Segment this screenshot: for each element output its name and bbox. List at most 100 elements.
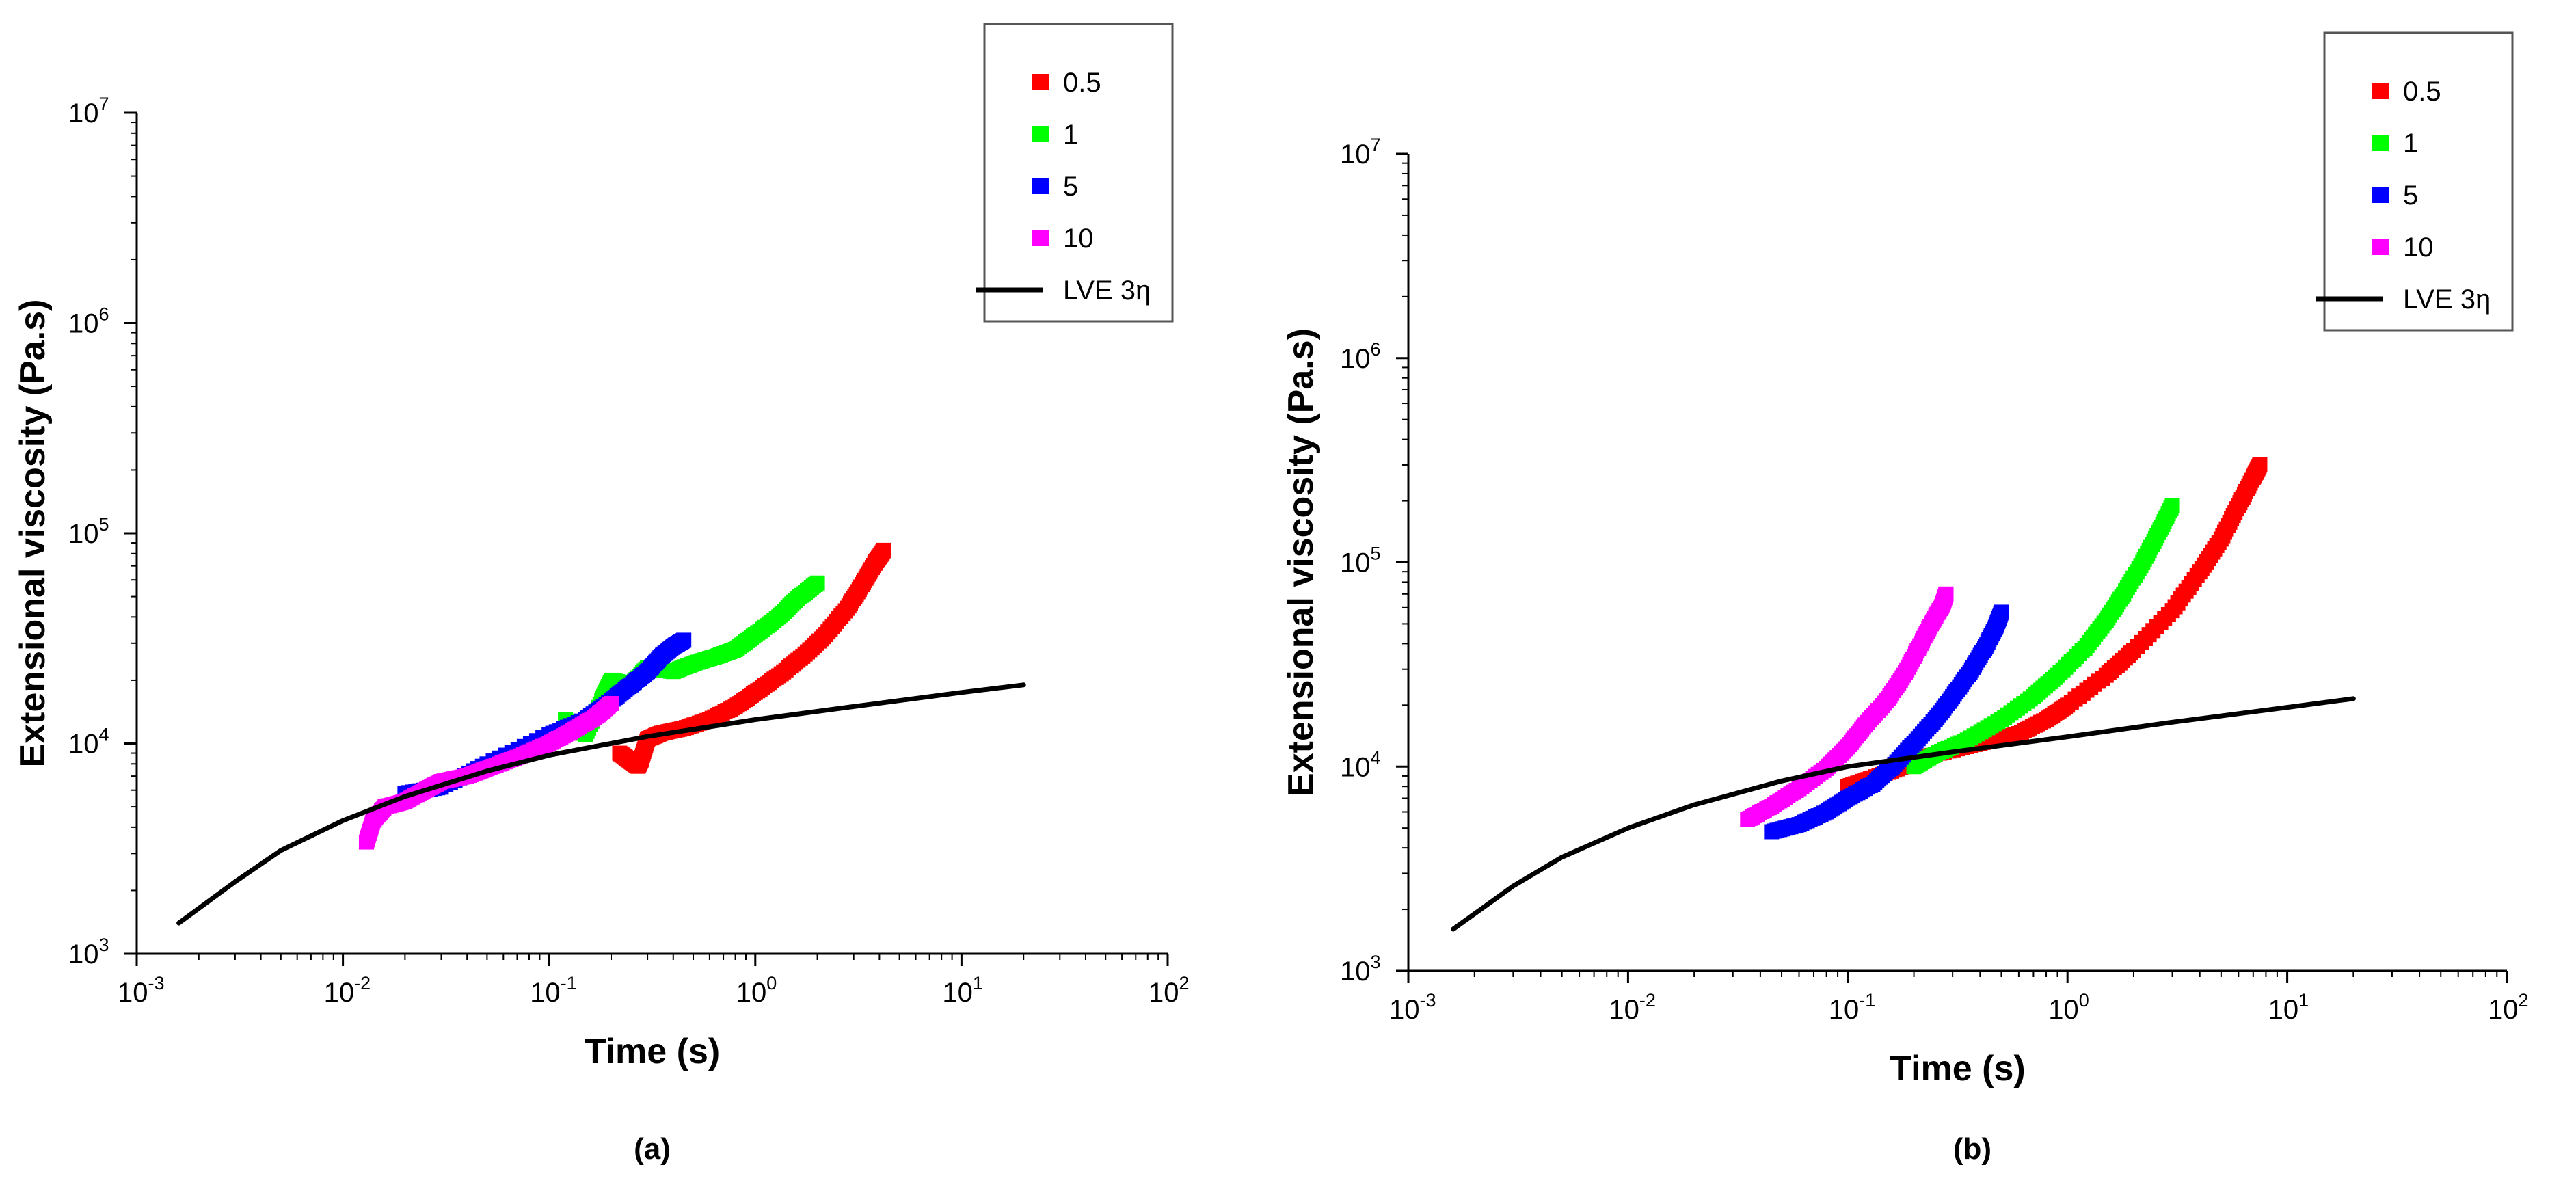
y-tick-label: 106 — [1340, 339, 1381, 374]
x-tick-base: 10 — [530, 978, 561, 1008]
y-tick-base: 10 — [68, 98, 99, 129]
y-tick-base: 10 — [68, 939, 99, 969]
legend-label: LVE 3η — [2403, 284, 2491, 315]
y-tick-base: 10 — [1340, 548, 1371, 578]
data-point — [2164, 498, 2180, 513]
x-tick-label: 10-2 — [324, 973, 371, 1008]
legend-swatch-marker — [2372, 187, 2389, 203]
panel-a: 10-3 10-2 10-1 100 101 102103104105106107Time… — [13, 23, 1190, 1166]
x-tick-exponent: -3 — [148, 973, 165, 993]
x-tick-exponent: 1 — [973, 973, 983, 993]
x-tick-base: 10 — [2488, 995, 2519, 1025]
y-tick-exponent: 6 — [99, 304, 109, 325]
x-tick-exponent: -1 — [561, 973, 577, 993]
y-tick-exponent: 7 — [1371, 135, 1381, 155]
series-1 — [1906, 498, 2180, 775]
legend-swatch-marker — [1032, 126, 1049, 142]
y-tick-label: 104 — [68, 725, 109, 760]
x-tick-base: 10 — [2268, 995, 2299, 1025]
legend-label: 10 — [2403, 232, 2434, 263]
legend-label: 10 — [1063, 224, 1094, 254]
y-tick-exponent: 4 — [99, 725, 109, 745]
x-tick-exponent: -2 — [354, 973, 371, 993]
y-tick-exponent: 4 — [1371, 747, 1381, 768]
x-tick-label: 100 — [2048, 990, 2089, 1025]
series-5 — [1764, 604, 2009, 840]
y-tick-exponent: 3 — [1371, 952, 1381, 972]
x-tick-exponent: -2 — [1639, 990, 1656, 1011]
x-tick-label: 100 — [736, 973, 777, 1008]
y-tick-exponent: 3 — [99, 935, 109, 955]
legend-box — [983, 23, 1174, 323]
x-axis-title: Time (s) — [585, 1032, 720, 1071]
x-tick-base: 10 — [942, 978, 973, 1008]
legend-label: 0.5 — [1063, 68, 1101, 98]
series-line-lve — [176, 682, 1026, 926]
data-point — [2252, 457, 2268, 472]
legend-label: 1 — [1063, 120, 1078, 150]
y-tick-base: 10 — [68, 519, 99, 549]
y-tick-label: 104 — [1340, 747, 1381, 782]
y-tick-base: 10 — [1340, 344, 1371, 374]
y-tick-exponent: 7 — [99, 94, 109, 114]
x-tick-label: 10-1 — [530, 973, 577, 1008]
y-tick-base: 10 — [1340, 752, 1371, 782]
x-tick-base: 10 — [1149, 978, 1179, 1008]
y-tick-exponent: 5 — [1371, 544, 1381, 564]
legend-label: 0.5 — [2403, 77, 2441, 107]
series-line-lve — [1451, 696, 2356, 932]
x-tick-label: 10-3 — [118, 973, 165, 1008]
y-tick-label: 106 — [68, 304, 109, 339]
x-tick-base: 10 — [1389, 995, 1420, 1025]
y-tick-exponent: 5 — [99, 514, 109, 535]
x-tick-label: 101 — [2268, 990, 2309, 1025]
x-tick-exponent: 0 — [766, 973, 777, 993]
series-10 — [1740, 586, 1954, 827]
x-tick-label: 102 — [1149, 973, 1190, 1008]
y-tick-base: 10 — [1340, 956, 1371, 987]
data-point — [676, 632, 692, 648]
data-point — [1994, 604, 2009, 620]
y-tick-base: 10 — [1340, 139, 1371, 170]
x-tick-base: 10 — [2048, 995, 2079, 1025]
legend-swatch-marker — [2372, 239, 2389, 255]
y-tick-label: 103 — [68, 935, 109, 969]
x-axis-title: Time (s) — [1890, 1049, 2025, 1088]
y-tick-base: 10 — [68, 730, 99, 760]
legend-label: 5 — [1063, 172, 1078, 202]
x-tick-exponent: 1 — [2298, 990, 2309, 1011]
x-tick-exponent: 2 — [2519, 990, 2529, 1011]
x-tick-base: 10 — [324, 978, 354, 1008]
legend-label: 5 — [2403, 180, 2418, 211]
x-tick-base: 10 — [736, 978, 767, 1008]
data-point — [603, 695, 619, 711]
legend-swatch-marker — [1032, 74, 1049, 90]
y-axis-title: Extensional viscosity (Pa.s) — [13, 299, 53, 768]
x-tick-base: 10 — [1609, 995, 1639, 1025]
x-tick-exponent: 2 — [1179, 973, 1190, 993]
x-tick-exponent: 0 — [2079, 990, 2089, 1011]
y-tick-base: 10 — [68, 309, 99, 339]
legend-label: LVE 3η — [1063, 276, 1151, 306]
y-tick-exponent: 6 — [1371, 339, 1381, 360]
y-tick-label: 107 — [68, 94, 109, 129]
x-tick-label: 101 — [942, 973, 983, 1008]
legend-swatch-marker — [1032, 230, 1049, 246]
x-tick-base: 10 — [1829, 995, 1860, 1025]
legend-swatch-marker — [2372, 135, 2389, 151]
data-point — [1938, 586, 1954, 602]
legend-swatch-marker — [2372, 83, 2389, 99]
data-point — [809, 575, 825, 591]
y-tick-label: 107 — [1340, 135, 1381, 170]
y-tick-label: 103 — [1340, 952, 1381, 987]
panel-label: (b) — [1953, 1132, 1991, 1166]
legend-box — [2323, 31, 2514, 332]
y-axis-title: Extensional viscosity (Pa.s) — [1281, 328, 1321, 797]
x-tick-label: 102 — [2488, 990, 2529, 1025]
x-tick-label: 10-1 — [1829, 990, 1876, 1025]
x-tick-base: 10 — [118, 978, 148, 1008]
x-tick-exponent: -3 — [1420, 990, 1436, 1011]
y-tick-label: 105 — [68, 514, 109, 549]
